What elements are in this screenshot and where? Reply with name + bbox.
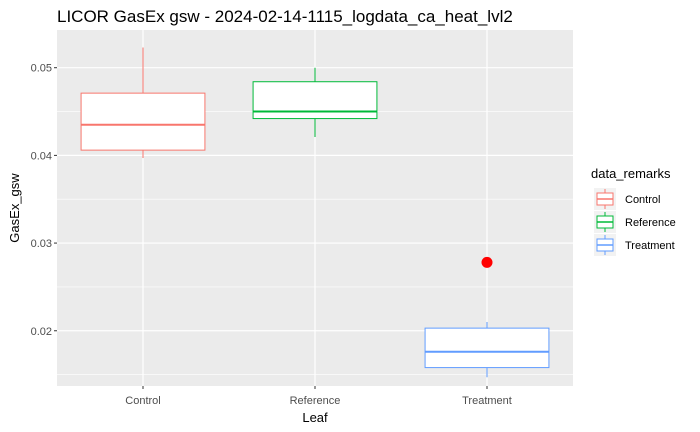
x-tick-label: Reference bbox=[290, 395, 341, 407]
y-tick-label: 0.04 bbox=[31, 150, 52, 162]
box-layer bbox=[80, 47, 550, 378]
boxplot-control bbox=[80, 47, 206, 159]
legend-items: Control Reference Treatment bbox=[594, 188, 676, 256]
legend-label: Treatment bbox=[625, 240, 675, 252]
x-tick-label: Treatment bbox=[462, 395, 512, 407]
y-tick-layer: 0.02 0.03 0.04 0.05 bbox=[31, 63, 57, 338]
x-axis-title: Leaf bbox=[302, 410, 328, 425]
x-tick-layer: Control Reference Treatment bbox=[125, 386, 512, 407]
data-point bbox=[481, 256, 493, 268]
box bbox=[424, 327, 550, 369]
box bbox=[252, 81, 378, 120]
legend-title: data_remarks bbox=[591, 166, 671, 181]
boxplot-treatment bbox=[424, 321, 550, 378]
boxplot-reference bbox=[252, 67, 378, 137]
y-tick-label: 0.03 bbox=[31, 238, 52, 250]
chart-title: LICOR GasEx gsw - 2024-02-14-1115_logdat… bbox=[57, 7, 513, 26]
y-tick-label: 0.05 bbox=[31, 63, 52, 75]
legend-label: Control bbox=[625, 194, 660, 206]
x-tick-label: Control bbox=[125, 395, 160, 407]
legend-item-reference: Reference bbox=[594, 211, 676, 233]
y-tick-label: 0.02 bbox=[31, 326, 52, 338]
point-layer bbox=[481, 256, 493, 268]
y-axis-title: GasEx_gsw bbox=[7, 173, 22, 243]
legend-label: Reference bbox=[625, 217, 676, 229]
box bbox=[80, 92, 206, 151]
legend-item-treatment: Treatment bbox=[594, 234, 675, 256]
legend: data_remarks Control Reference Treatment bbox=[591, 166, 676, 256]
legend-item-control: Control bbox=[594, 188, 660, 210]
